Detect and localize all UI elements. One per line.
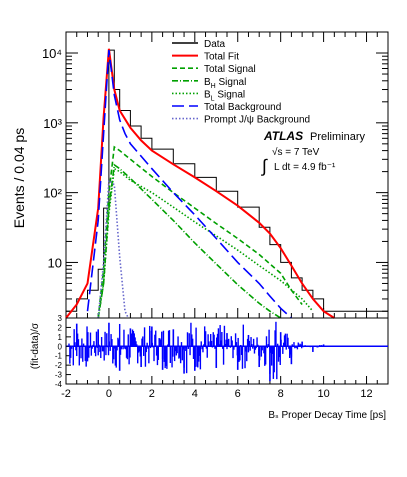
legend-label: Prompt J/ψ Background (204, 115, 310, 126)
series-total-background (86, 50, 292, 319)
y-tick-label: 10⁴ (42, 46, 62, 61)
res-y-tick-label: 3 (58, 314, 63, 323)
x-tick-label: 12 (360, 388, 372, 400)
res-y-tick-label: 1 (58, 333, 63, 342)
res-y-tick-label: -4 (55, 380, 63, 389)
legend-label: Total Fit (204, 52, 239, 63)
legend-label: BL Signal (204, 89, 245, 102)
y-axis-label-residual: (fit-data)/σ (30, 322, 41, 369)
x-tick-label: 2 (149, 388, 155, 400)
x-tick-label: -2 (61, 388, 71, 400)
main-series (65, 48, 388, 319)
series-b-l-signal (97, 167, 314, 319)
y-tick-label: 10² (43, 186, 62, 201)
res-y-tick-label: 2 (58, 323, 63, 332)
res-y-tick-label: 0 (58, 342, 63, 351)
legend-label: BH Signal (204, 77, 246, 90)
integral-sign: ∫ (260, 156, 268, 176)
luminosity-label: L dt = 4.9 fb⁻¹ (274, 162, 336, 173)
x-tick-label: 10 (317, 388, 329, 400)
legend-label: Data (204, 39, 226, 50)
series-prompt-j-background (97, 178, 130, 319)
legend-label: Total Background (204, 102, 281, 113)
series-total-signal (97, 145, 303, 319)
x-axis-label: Bₛ Proper Decay Time [ps] (268, 410, 386, 421)
y-axis-label-main: Events / 0.04 ps (11, 128, 27, 228)
atlas-annotation: ATLAS Preliminary √s = 7 TeV ∫ L dt = 4.… (260, 129, 366, 176)
x-tick-label: 6 (235, 388, 241, 400)
res-y-tick-label: -1 (55, 352, 63, 361)
atlas-label: ATLAS (263, 129, 303, 143)
residual-bars (67, 321, 329, 382)
y-tick-label: 10 (48, 255, 62, 270)
y-tick-label: 10³ (43, 116, 62, 131)
series-b-h-signal (97, 163, 282, 319)
x-tick-label: 4 (192, 388, 198, 400)
energy-label: √s = 7 TeV (272, 146, 320, 158)
res-y-tick-label: -3 (55, 371, 63, 380)
x-tick-label: 8 (278, 388, 284, 400)
preliminary-label: Preliminary (310, 131, 366, 143)
x-tick-label: 0 (106, 388, 112, 400)
res-y-tick-label: -2 (55, 361, 63, 370)
legend-label: Total Signal (204, 64, 256, 75)
series-total-fit (65, 48, 335, 319)
